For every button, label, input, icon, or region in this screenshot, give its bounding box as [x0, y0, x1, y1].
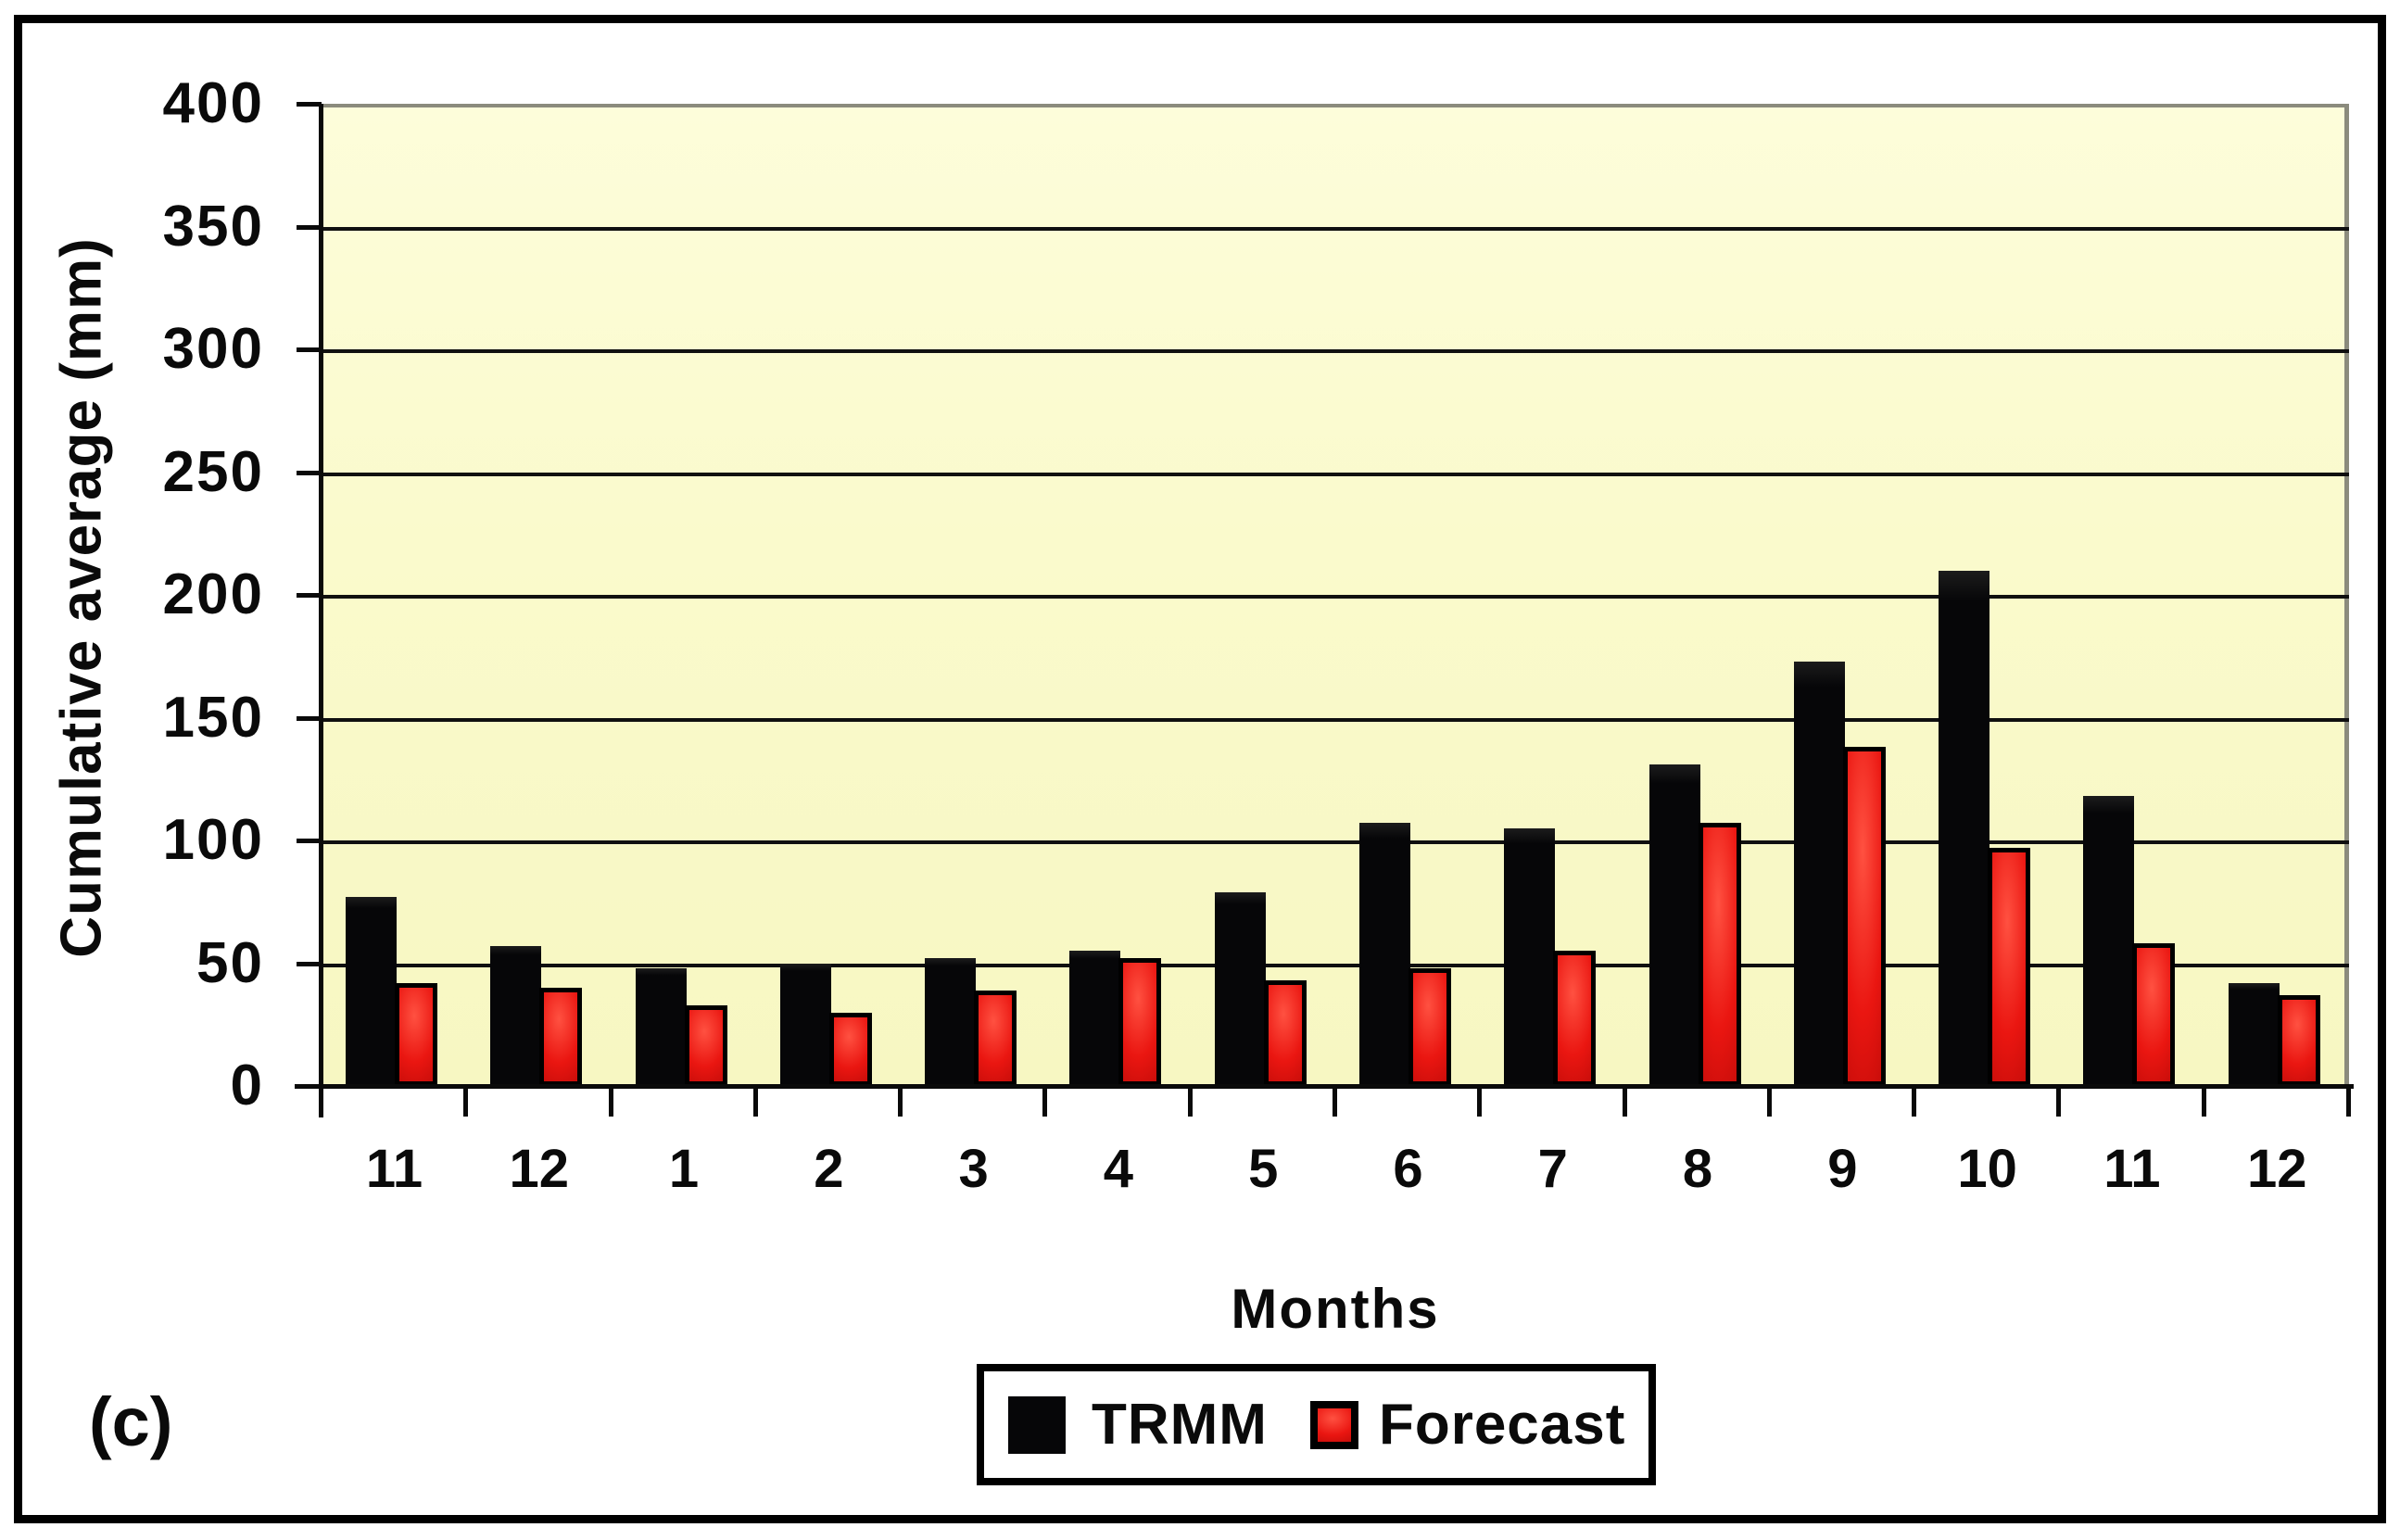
bar-forecast-month-9-idx10	[1842, 747, 1886, 1086]
bar-forecast-month-12-idx13	[2277, 994, 2320, 1086]
gridline-y-50	[322, 963, 2349, 967]
bar-trmm-month-5-idx6	[1214, 891, 1266, 1086]
bar-forecast-month-3-idx4	[974, 990, 1017, 1086]
x-tick-label-month-9-idx10: 9	[1827, 1139, 1858, 1199]
x-axis-tick-13	[2201, 1089, 2206, 1117]
y-axis-tick-350	[297, 224, 322, 230]
bar-forecast-month-1-idx2	[684, 1004, 727, 1086]
x-axis-tick-1	[463, 1089, 469, 1117]
x-axis-tick-2	[608, 1089, 613, 1117]
bar-forecast-month-7-idx8	[1553, 951, 1597, 1086]
x-axis-tick-4	[898, 1089, 903, 1117]
plot-area	[322, 104, 2349, 1086]
legend-swatch-trmm	[1008, 1395, 1066, 1454]
bar-trmm-month-10-idx11	[1939, 570, 1990, 1086]
x-axis-tick-11	[1912, 1089, 1917, 1117]
gridline-y-200	[322, 595, 2349, 599]
bar-forecast-month-8-idx9	[1698, 823, 1741, 1086]
x-axis-tick-9	[1622, 1089, 1627, 1117]
gridline-y-350	[322, 226, 2349, 231]
legend-label-forecast: Forecast	[1378, 1393, 1626, 1457]
legend-label-trmm: TRMM	[1092, 1393, 1268, 1457]
gridline-y-100	[322, 840, 2349, 844]
bar-trmm-month-2-idx3	[779, 963, 831, 1086]
bar-forecast-month-2-idx3	[828, 1012, 872, 1086]
x-tick-label-month-10-idx11: 10	[1957, 1139, 2017, 1199]
x-axis-tick-14	[2346, 1089, 2351, 1117]
bar-trmm-month-12-idx1	[490, 945, 542, 1086]
x-axis-tick-3	[752, 1089, 758, 1117]
x-tick-label-month-7-idx8: 7	[1537, 1139, 1568, 1199]
x-tick-label-month-3-idx4: 3	[958, 1139, 989, 1199]
x-axis-tick-12	[2056, 1089, 2062, 1117]
x-tick-label-month-2-idx3: 2	[814, 1139, 844, 1199]
y-axis-tick-250	[297, 470, 322, 475]
bar-trmm-month-1-idx2	[635, 967, 687, 1086]
bar-trmm-month-11-idx0	[346, 896, 397, 1086]
gridline-y-250	[322, 472, 2349, 476]
bar-trmm-month-11-idx12	[2083, 796, 2135, 1086]
y-axis-line	[319, 104, 323, 1117]
bar-trmm-month-9-idx10	[1793, 661, 1845, 1086]
bar-forecast-month-10-idx11	[1988, 847, 2031, 1086]
bar-trmm-month-8-idx9	[1648, 764, 1700, 1086]
gridline-y-400	[322, 104, 2349, 107]
x-axis-tick-8	[1477, 1089, 1483, 1117]
y-tick-label-400: 400	[162, 71, 264, 135]
x-tick-label-month-11-idx12: 11	[2103, 1139, 2161, 1199]
y-tick-label-350: 350	[162, 194, 264, 259]
y-axis-tick-100	[297, 839, 322, 843]
bar-forecast-month-12-idx1	[539, 988, 583, 1086]
bar-trmm-month-3-idx4	[925, 958, 977, 1086]
x-axis-tick-7	[1333, 1089, 1337, 1117]
bar-forecast-month-11-idx12	[2132, 943, 2176, 1086]
x-axis-line	[295, 1084, 2354, 1089]
y-axis-tick-400	[297, 102, 322, 107]
bar-trmm-month-6-idx7	[1359, 823, 1410, 1086]
y-axis-tick-0	[297, 1084, 322, 1089]
x-axis-tick-0	[319, 1089, 323, 1117]
gridline-y-150	[322, 717, 2349, 722]
x-tick-label-month-5-idx6: 5	[1248, 1139, 1279, 1199]
y-axis-tick-50	[297, 961, 322, 966]
legend-swatch-forecast	[1309, 1400, 1358, 1449]
bar-forecast-month-6-idx7	[1408, 967, 1451, 1086]
x-tick-label-month-4-idx5: 4	[1103, 1139, 1134, 1199]
y-axis-tick-150	[297, 715, 322, 721]
x-tick-label-month-6-idx7: 6	[1393, 1139, 1423, 1199]
y-tick-label-0: 0	[230, 1054, 264, 1117]
x-axis-tick-6	[1187, 1089, 1193, 1117]
panel-letter-label: (c)	[89, 1383, 173, 1460]
bar-trmm-month-4-idx5	[1069, 951, 1121, 1086]
x-tick-label-month-12-idx13: 12	[2246, 1139, 2307, 1199]
x-tick-label-month-12-idx1: 12	[509, 1139, 570, 1199]
y-tick-label-250: 250	[162, 439, 264, 504]
legend: TRMM Forecast	[977, 1364, 1656, 1485]
bar-forecast-month-5-idx6	[1263, 980, 1307, 1086]
y-tick-label-200: 200	[162, 562, 264, 626]
gridline-y-300	[322, 349, 2349, 353]
y-axis-tick-300	[297, 347, 322, 352]
x-tick-label-month-8-idx9: 8	[1682, 1139, 1713, 1199]
x-tick-label-month-1-idx2: 1	[668, 1139, 700, 1199]
y-tick-label-50: 50	[196, 930, 264, 995]
bar-forecast-month-11-idx0	[395, 982, 437, 1086]
bar-trmm-month-7-idx8	[1504, 827, 1556, 1086]
y-axis-tick-200	[297, 593, 322, 598]
x-axis-tick-5	[1042, 1089, 1048, 1117]
y-tick-label-300: 300	[162, 317, 264, 381]
bar-trmm-month-12-idx13	[2228, 982, 2280, 1086]
y-tick-label-100: 100	[162, 808, 264, 872]
bar-forecast-month-4-idx5	[1118, 958, 1162, 1086]
x-tick-label-month-11-idx0: 11	[365, 1139, 423, 1199]
x-axis-title: Months	[1231, 1278, 1440, 1340]
y-tick-label-150: 150	[162, 685, 264, 750]
x-axis-tick-10	[1766, 1089, 1772, 1117]
